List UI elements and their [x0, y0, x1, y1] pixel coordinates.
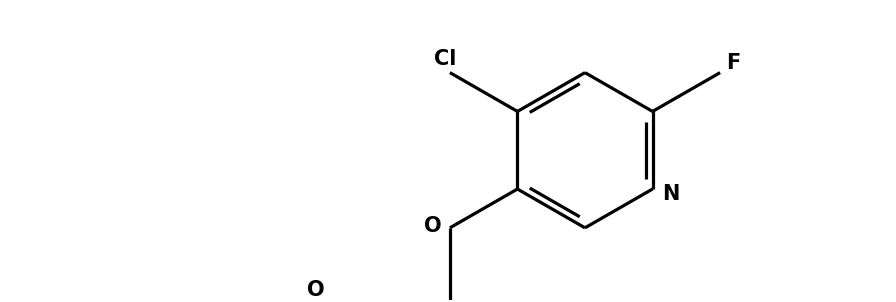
- Text: Cl: Cl: [434, 49, 456, 69]
- Text: F: F: [726, 53, 740, 73]
- Text: O: O: [424, 216, 442, 236]
- Text: N: N: [662, 184, 679, 204]
- Text: O: O: [307, 280, 324, 300]
